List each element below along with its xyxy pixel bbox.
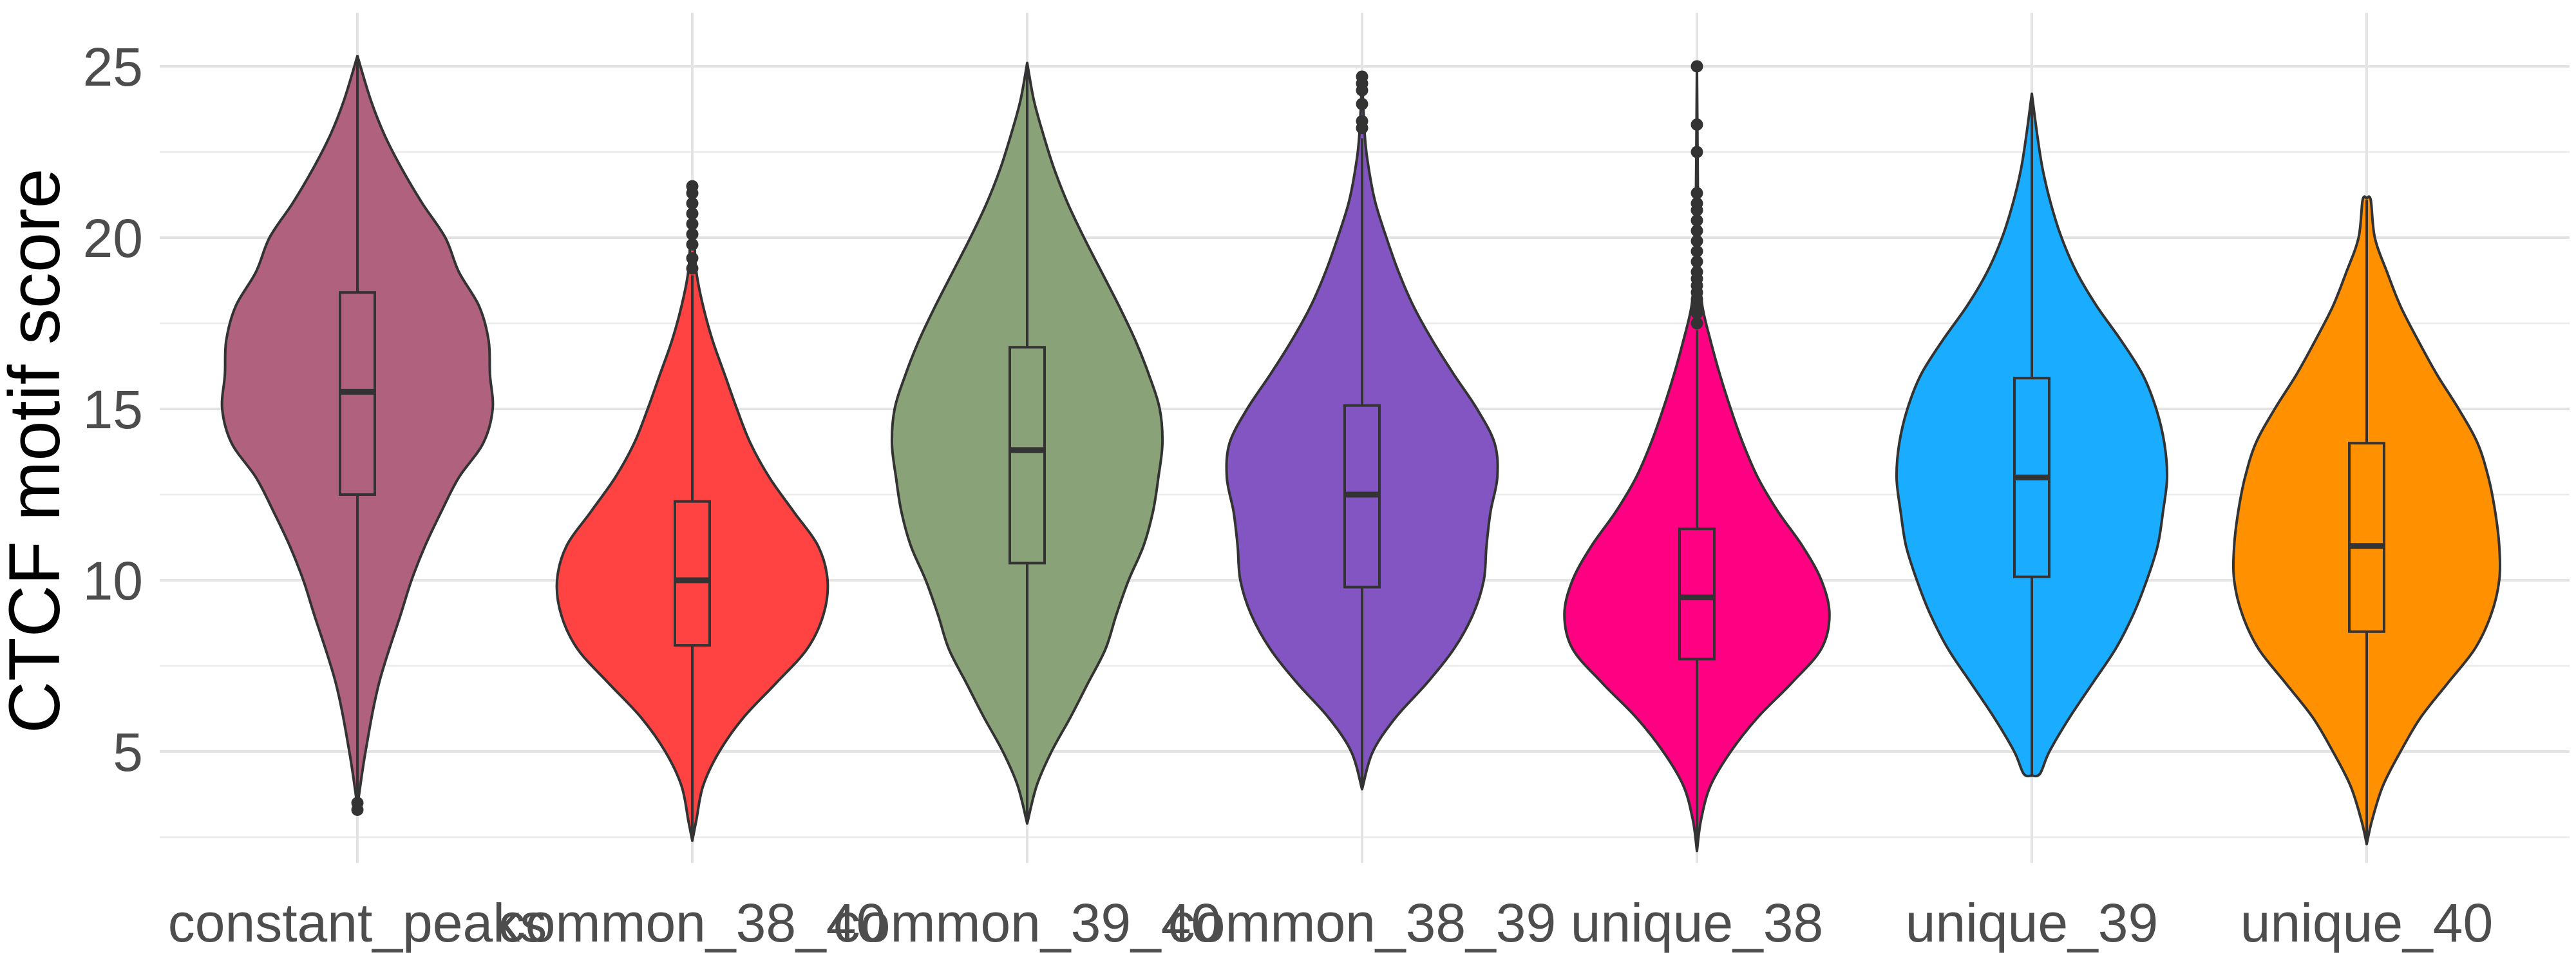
outlier-point <box>1356 98 1368 111</box>
x-tick-label: unique_40 <box>2240 893 2493 953</box>
outlier-point <box>1690 197 1703 210</box>
outlier-point <box>1690 118 1703 131</box>
outlier-point <box>1690 234 1703 247</box>
box <box>1009 346 1046 565</box>
outlier-point <box>351 797 364 810</box>
x-tick-label: constant_peaks <box>168 893 547 953</box>
box <box>674 500 711 647</box>
outlier-point <box>686 180 699 193</box>
boxplot-constant_peaks <box>339 56 376 816</box>
boxplot-unique_38 <box>1678 60 1716 851</box>
boxplot-unique_40 <box>2348 200 2385 844</box>
y-tick-label: 5 <box>113 722 143 782</box>
outlier-point <box>1356 115 1368 128</box>
outlier-point <box>686 262 699 275</box>
box <box>2348 442 2385 633</box>
boxplot-unique_39 <box>2013 93 2050 776</box>
outlier-point <box>686 238 699 251</box>
axes: 510152025constant_peakscommon_38_40commo… <box>83 37 2494 953</box>
outlier-point <box>686 228 699 241</box>
x-tick-label: unique_39 <box>1906 893 2158 953</box>
outlier-point <box>686 218 699 231</box>
x-tick-label: common_38_39 <box>1168 893 1556 953</box>
outlier-point <box>686 207 699 220</box>
box <box>1678 527 1716 661</box>
outlier-point <box>686 197 699 210</box>
boxplot-common_38_40 <box>674 180 711 841</box>
x-tick-label: common_39_40 <box>833 893 1221 953</box>
x-tick-label: unique_38 <box>1571 893 1823 953</box>
outlier-point <box>1690 317 1703 330</box>
boxplot-common_39_40 <box>1009 62 1046 824</box>
outlier-point <box>1690 187 1703 200</box>
outlier-point <box>1690 214 1703 227</box>
outlier-point <box>1690 255 1703 268</box>
outlier-point <box>1690 265 1703 278</box>
x-tick-label: common_38_40 <box>498 893 886 953</box>
y-tick-label: 15 <box>83 379 143 440</box>
y-axis-label: CTCF motif score <box>0 168 75 733</box>
outlier-point <box>1356 70 1368 83</box>
boxplot-common_38_39 <box>1343 70 1381 786</box>
outlier-point <box>686 252 699 265</box>
outlier-point <box>1690 146 1703 158</box>
y-tick-label: 25 <box>83 37 143 97</box>
boxplots <box>339 56 2385 851</box>
outlier-point <box>1690 245 1703 258</box>
outlier-point <box>1690 224 1703 237</box>
y-tick-label: 20 <box>83 208 143 269</box>
outlier-point <box>1690 60 1703 73</box>
y-tick-label: 10 <box>83 551 143 611</box>
